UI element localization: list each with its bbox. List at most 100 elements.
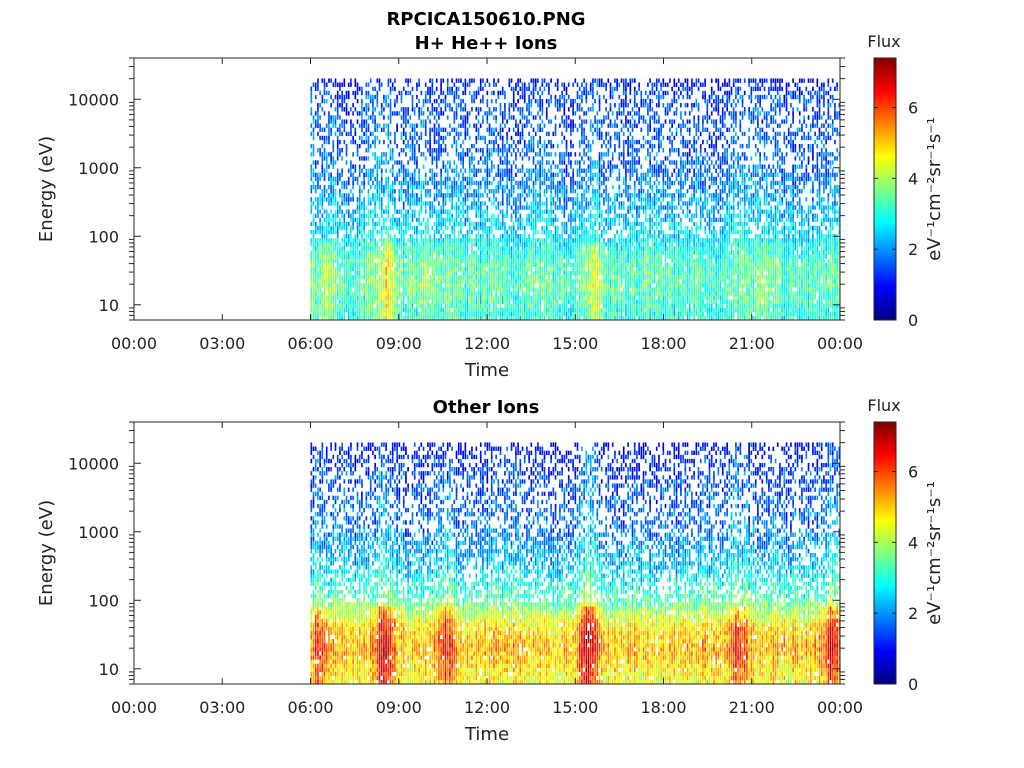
heatmap-cell [411, 217, 414, 223]
heatmap-cell [310, 152, 313, 157]
heatmap-cell [523, 205, 526, 210]
heatmap-cell [526, 103, 528, 108]
heatmap-cell [528, 148, 530, 153]
heatmap-cell [378, 193, 381, 198]
heatmap-cell [418, 197, 420, 202]
heatmap-cell [347, 180, 350, 186]
heatmap-cell [523, 197, 526, 202]
heatmap-cell [429, 111, 431, 116]
heatmap-cell [488, 152, 491, 157]
heatmap-cell [477, 315, 480, 321]
heatmap-cell [336, 307, 339, 313]
heatmap-cell [405, 143, 407, 149]
heatmap-cell [409, 258, 412, 263]
heatmap-cell [526, 201, 528, 206]
heatmap-cell [534, 270, 537, 276]
heatmap-cell [526, 193, 528, 198]
heatmap-cell [429, 246, 431, 251]
heatmap-cell [475, 254, 478, 259]
heatmap-cell [462, 209, 464, 214]
heatmap-cell [528, 295, 530, 300]
heatmap-cell [548, 86, 550, 92]
heatmap-cell [385, 156, 387, 161]
heatmap-cell [517, 291, 519, 296]
heatmap-cell [383, 307, 385, 313]
heatmap-cell [552, 287, 555, 292]
heatmap-cell [539, 98, 541, 104]
heatmap-cell [343, 295, 346, 300]
heatmap-cell [319, 295, 321, 300]
heatmap-cell [380, 279, 383, 284]
heatmap-cell [317, 295, 319, 300]
heatmap-cell [462, 90, 464, 96]
heatmap-cell [486, 283, 489, 288]
heatmap-cell [330, 172, 332, 178]
heatmap-cell [356, 119, 359, 124]
heatmap-cell [376, 307, 379, 313]
heatmap-cell [455, 287, 458, 292]
heatmap-cell [328, 299, 330, 304]
heatmap-cell [493, 143, 495, 149]
heatmap-cell [490, 291, 493, 296]
heatmap-cell [365, 258, 368, 263]
heatmap-cell [466, 266, 469, 272]
heatmap-cell [475, 234, 478, 239]
heatmap-cell [501, 279, 504, 284]
heatmap-cell [453, 246, 456, 251]
heatmap-cell [512, 201, 515, 206]
heatmap-cell [396, 266, 398, 272]
heatmap-cell [561, 225, 563, 231]
heatmap-cell [328, 262, 330, 268]
heatmap-cell [449, 234, 451, 239]
heatmap-cell [389, 311, 392, 317]
heatmap-cell [321, 168, 324, 173]
heatmap-cell [396, 217, 398, 223]
heatmap-cell [363, 246, 365, 251]
heatmap-cell [581, 242, 583, 247]
heatmap-cell [369, 254, 372, 259]
heatmap-cell [394, 217, 396, 223]
heatmap-cell [501, 127, 504, 132]
heatmap-cell [374, 270, 376, 276]
heatmap-cell [361, 287, 363, 292]
heatmap-cell [523, 299, 526, 304]
heatmap-cell [354, 287, 357, 292]
heatmap-cell [317, 266, 319, 272]
heatmap-cell [473, 311, 475, 317]
heatmap-cell [354, 262, 357, 268]
heatmap-cell [484, 246, 486, 251]
heatmap-cell [343, 242, 346, 247]
heatmap-cell [539, 299, 541, 304]
heatmap-cell [328, 139, 330, 145]
heatmap-cell [378, 279, 381, 284]
heatmap-cell [504, 303, 506, 309]
heatmap-cell [312, 160, 315, 165]
heatmap-cell [484, 168, 486, 173]
heatmap-cell [464, 238, 467, 243]
heatmap-cell [462, 279, 464, 284]
heatmap-cell [325, 123, 328, 128]
heatmap-cell [341, 274, 343, 280]
heatmap-cell [515, 213, 517, 218]
heatmap-cell [321, 279, 324, 284]
heatmap-cell [435, 189, 438, 194]
heatmap-cell [548, 234, 550, 239]
heatmap-cell [550, 168, 552, 173]
heatmap-cell [541, 266, 544, 272]
heatmap-cell [380, 270, 383, 276]
heatmap-cell [400, 221, 403, 227]
heatmap-cell [462, 213, 464, 218]
heatmap-cell [556, 86, 559, 92]
heatmap-cell [453, 283, 456, 288]
heatmap-cell [526, 295, 528, 300]
heatmap-cell [361, 98, 363, 104]
heatmap-cell [343, 193, 346, 198]
heatmap-cell [552, 176, 555, 182]
heatmap-cell [376, 283, 379, 288]
heatmap-cell [506, 242, 508, 247]
heatmap-cell [455, 131, 458, 137]
heatmap-cell [460, 246, 462, 251]
heatmap-cell [552, 262, 555, 268]
heatmap-cell [550, 279, 552, 284]
heatmap-cell [365, 127, 368, 132]
